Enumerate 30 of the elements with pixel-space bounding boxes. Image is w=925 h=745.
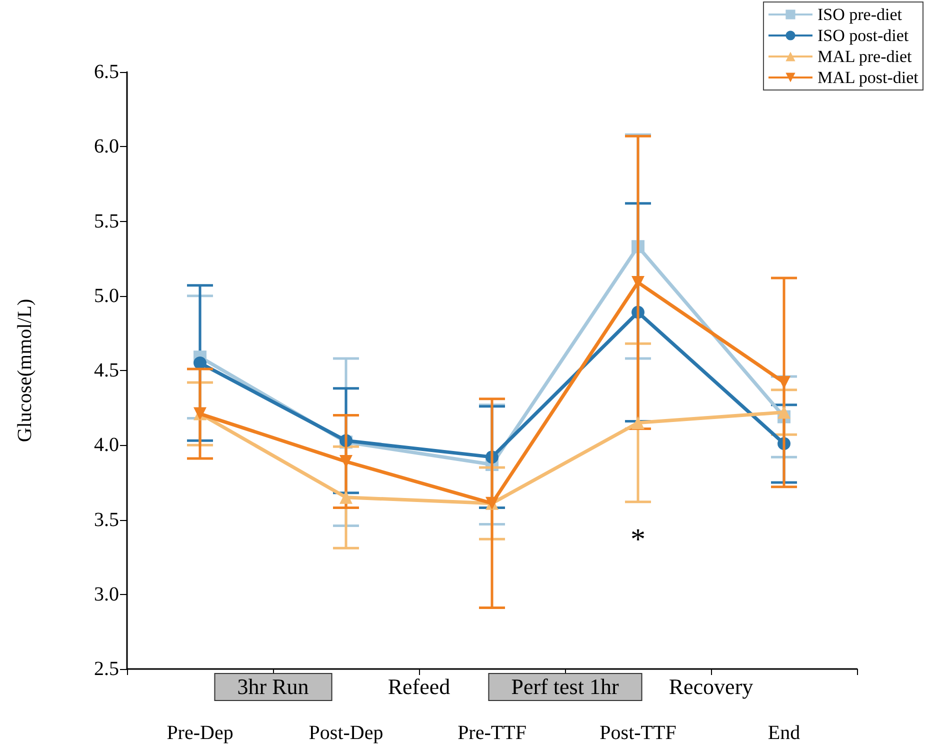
y-axis-title: Glucose(mmol/L)	[14, 298, 36, 442]
point	[194, 356, 206, 370]
annotation: *	[630, 523, 646, 556]
point	[632, 276, 644, 289]
phase-box: Perf test 1hr	[488, 673, 642, 701]
x-tick-label: Post-TTF	[600, 722, 676, 744]
point	[340, 490, 352, 504]
y-tick-label: 6.5	[94, 61, 119, 83]
point	[632, 416, 644, 430]
legend-label: ISO pre-diet	[817, 5, 902, 24]
text: Refeed	[388, 674, 450, 700]
x-tick-label: End	[768, 722, 800, 744]
x-tick-label: Pre-Dep	[166, 722, 234, 744]
y-tick-label: 3.5	[94, 508, 119, 531]
point	[778, 406, 790, 419]
phase-box: 3hr Run	[214, 673, 332, 701]
legend-label: MAL pre-diet	[817, 47, 912, 66]
legend-label: MAL post-diet	[817, 68, 919, 87]
y-tick-label: 6.0	[94, 136, 119, 158]
y-tick-label: 5.0	[94, 284, 119, 307]
point	[778, 376, 790, 389]
x-tick-label: Post-Dep	[308, 722, 384, 744]
text: Recovery	[668, 674, 754, 700]
y-tick-label: 4.5	[94, 360, 119, 382]
y-tick-label: 5.5	[94, 210, 119, 232]
legend-label: ISO post-diet	[817, 26, 909, 45]
y-tick-label: 4.0	[94, 434, 119, 456]
x-tick-label: Pre-TTF	[458, 722, 526, 744]
y-tick-label: 2.5	[94, 658, 119, 680]
y-tick-label: 3.0	[94, 583, 119, 606]
